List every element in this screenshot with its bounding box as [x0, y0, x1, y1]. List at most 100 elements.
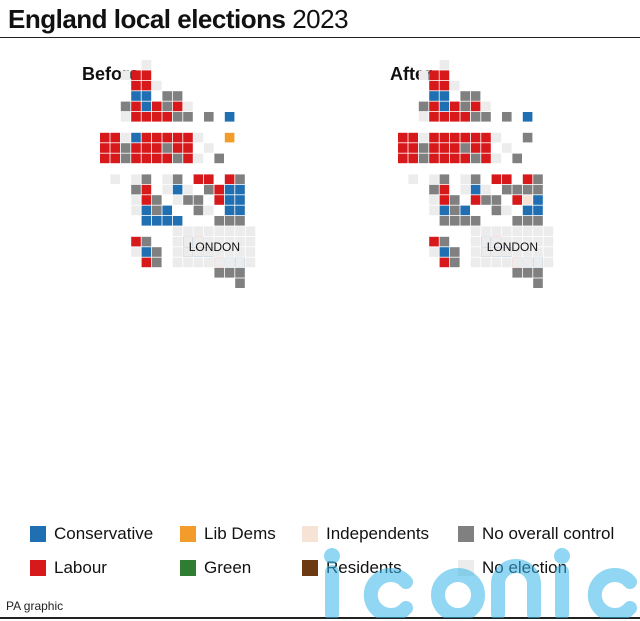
legend-label-labour: Labour: [54, 558, 107, 577]
council-tile: [162, 184, 172, 195]
council-tile: [418, 70, 429, 80]
council-tile: [512, 195, 522, 205]
london-tile: [224, 247, 235, 257]
council-tile: [398, 153, 408, 164]
london-tile: [512, 247, 522, 257]
council-tile: [533, 268, 543, 278]
council-tile: [183, 132, 193, 143]
council-tile: [418, 143, 429, 153]
council-tile: [522, 174, 533, 184]
council-tile: [408, 174, 418, 184]
council-tile: [522, 184, 533, 195]
title-divider: [0, 37, 640, 38]
council-tile: [439, 143, 450, 153]
london-tile: [522, 236, 533, 247]
council-tile: [460, 184, 470, 195]
council-tile: [470, 143, 481, 153]
council-tile: [429, 195, 439, 205]
council-tile: [141, 101, 152, 112]
credit: PA graphic: [6, 599, 64, 613]
council-tile: [193, 174, 204, 184]
council-tile: [429, 153, 439, 164]
council-tile: [131, 205, 141, 216]
council-tile: [141, 80, 152, 91]
council-tile: [470, 91, 481, 101]
council-tile: [131, 153, 141, 164]
council-tile: [152, 216, 162, 226]
council-tile: [439, 70, 450, 80]
london-tile: [491, 257, 502, 268]
council-tile: [502, 205, 512, 216]
council-tile: [110, 174, 120, 184]
council-tile: [131, 247, 141, 257]
council-tile: [120, 153, 131, 164]
legend-label-independents: Independents: [326, 524, 430, 543]
council-tile: [152, 143, 162, 153]
london-tile: [470, 257, 481, 268]
council-tile: [429, 236, 439, 247]
council-tile: [235, 205, 245, 216]
london-tile: [522, 247, 533, 257]
london-tile: [245, 226, 256, 236]
council-tile: [439, 236, 450, 247]
council-tile: [162, 132, 172, 143]
council-tile: [224, 184, 235, 195]
council-tile: [224, 216, 235, 226]
council-tile: [460, 143, 470, 153]
council-tile: [522, 205, 533, 216]
council-tile: [152, 257, 162, 268]
council-tile: [439, 153, 450, 164]
council-tile: [491, 174, 502, 184]
council-tile: [193, 132, 204, 143]
council-tile: [470, 153, 481, 164]
council-tile: [429, 70, 439, 80]
council-tile: [408, 143, 418, 153]
london-tile: [533, 236, 543, 247]
council-tile: [172, 216, 183, 226]
council-tile: [120, 143, 131, 153]
council-tile: [162, 101, 172, 112]
legend: Conservative Lib Dems Independents No ov…: [30, 522, 630, 586]
council-tile: [152, 247, 162, 257]
london-tile: [204, 226, 214, 236]
council-tile: [214, 216, 224, 226]
council-tile: [439, 112, 450, 122]
council-tile: [450, 153, 460, 164]
council-tile: [100, 132, 110, 143]
council-tile: [224, 132, 235, 143]
legend-label-residents: Residents: [326, 558, 402, 577]
legend-swatch-no-overall-control: [458, 526, 474, 542]
london-tile: [214, 236, 224, 247]
london-tile: [522, 226, 533, 236]
london-tile: [204, 236, 214, 247]
legend-swatch-green: [180, 560, 196, 576]
council-tile: [172, 174, 183, 184]
council-tile: [460, 112, 470, 122]
council-tile: [172, 132, 183, 143]
london-tile: [470, 236, 481, 247]
council-tile: [152, 132, 162, 143]
council-tile: [418, 132, 429, 143]
london-tile: [193, 226, 204, 236]
london-tile: [502, 236, 512, 247]
london-tile: [245, 236, 256, 247]
council-tile: [481, 112, 491, 122]
council-tile: [183, 184, 193, 195]
council-tile: [429, 184, 439, 195]
council-tile: [439, 60, 450, 70]
council-tile: [131, 195, 141, 205]
london-tile: [183, 236, 193, 247]
council-tile: [172, 195, 183, 205]
council-tile: [183, 195, 193, 205]
council-tile: [450, 205, 460, 216]
london-tile: [214, 226, 224, 236]
council-tile: [183, 143, 193, 153]
london-tile: [245, 257, 256, 268]
council-tile: [533, 174, 543, 184]
london-tile: [245, 247, 256, 257]
council-tile: [172, 101, 183, 112]
council-tile: [522, 216, 533, 226]
council-tile: [224, 112, 235, 122]
council-tile: [450, 247, 460, 257]
council-tile: [224, 174, 235, 184]
